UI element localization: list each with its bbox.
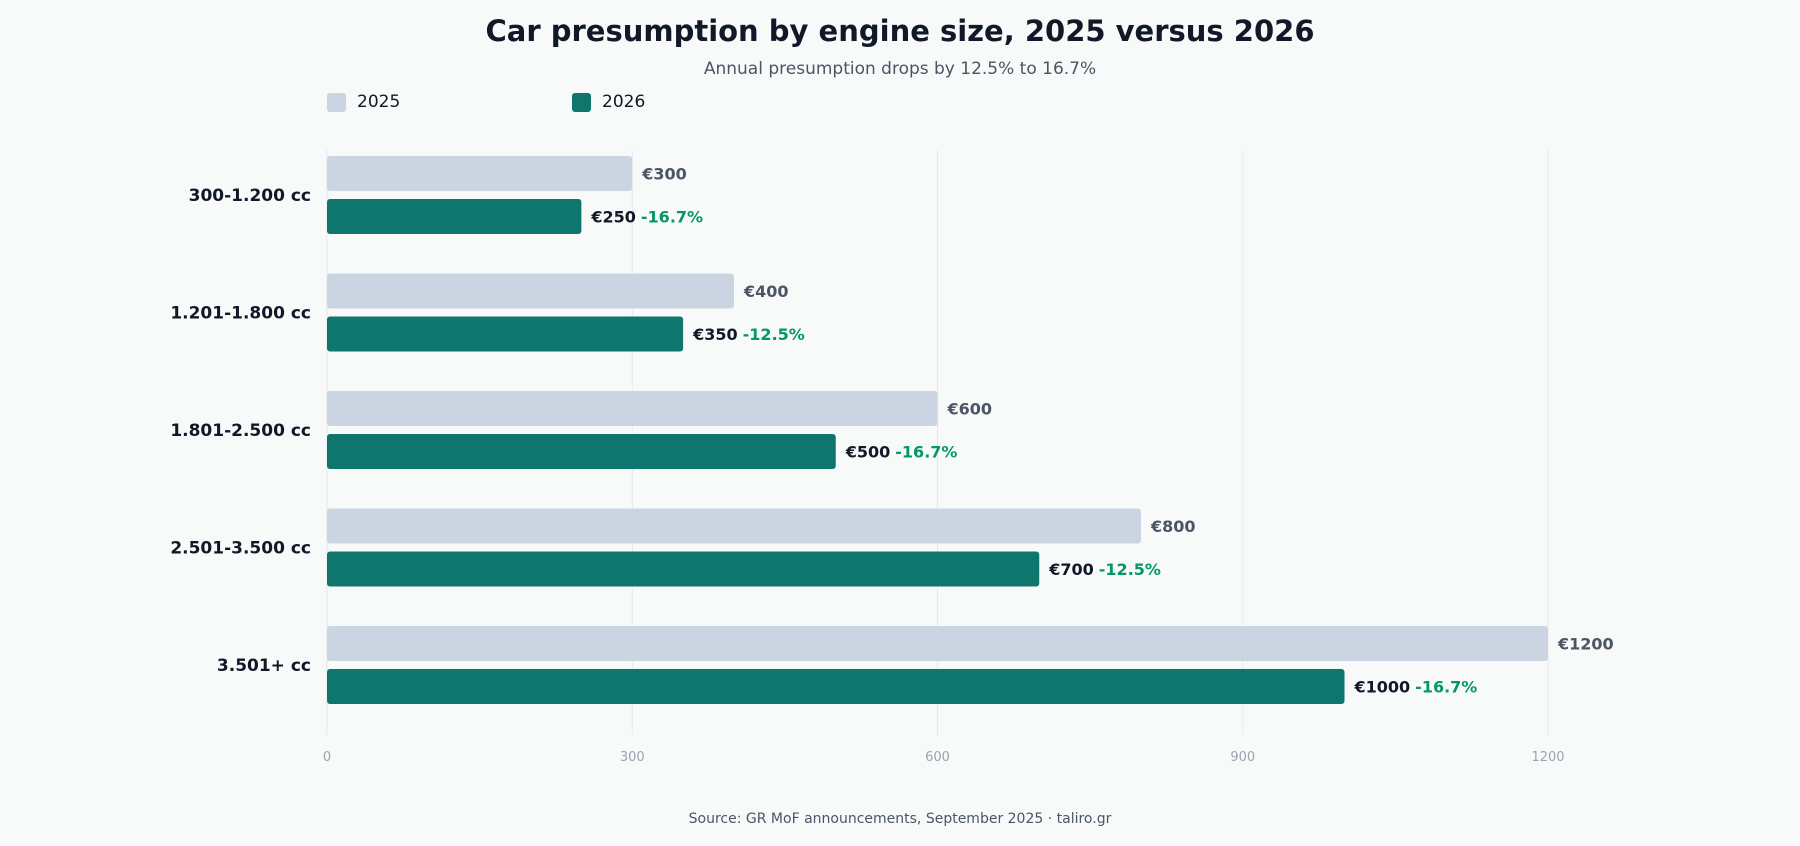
x-tick-label-0: 0: [323, 750, 331, 765]
x-tick-label-900: 900: [1230, 750, 1255, 765]
bar-2025-cat-4: [327, 508, 1141, 544]
legend-item-2025: 2025: [327, 92, 400, 112]
bar-2026-cat-2: [327, 316, 684, 352]
value-label-2026-cat-5: €1000: [1354, 678, 1411, 697]
chart-source: Source: GR MoF announcements, September …: [688, 811, 1112, 827]
x-tick-label-600: 600: [925, 750, 950, 765]
legend-swatch-2025: [327, 92, 346, 112]
value-label-2025-cat-5: €1200: [1557, 635, 1614, 654]
legend-label-2026: 2026: [602, 92, 646, 112]
bar-2025-cat-1: [327, 156, 633, 191]
category-label-cat-5: 3.501+ cc: [217, 656, 311, 676]
value-label-2025-cat-4: €800: [1150, 517, 1196, 536]
bar-2025-cat-5: [327, 626, 1548, 661]
change-label-cat-3: -16.7%: [895, 443, 957, 462]
change-label-cat-4: -12.5%: [1099, 560, 1161, 579]
bar-2025-cat-3: [327, 391, 938, 426]
value-label-2025-cat-1: €300: [641, 165, 687, 184]
bar-2026-cat-1: [327, 199, 582, 234]
chart-title: Car presumption by engine size, 2025 ver…: [485, 14, 1315, 48]
chart-subtitle: Annual presumption drops by 12.5% to 16.…: [703, 59, 1097, 79]
x-tick-label-1200: 1200: [1531, 750, 1564, 765]
category-label-cat-1: 300-1.200 cc: [189, 186, 311, 206]
value-label-2026-cat-1: €250: [590, 208, 636, 227]
change-label-cat-1: -16.7%: [641, 208, 703, 227]
category-label-cat-4: 2.501-3.500 cc: [170, 539, 311, 559]
value-label-2025-cat-3: €600: [947, 400, 993, 419]
legend-item-2026: 2026: [572, 92, 645, 112]
change-label-cat-2: -12.5%: [743, 325, 805, 344]
legend-swatch-2026: [572, 92, 591, 112]
bar-2026-cat-4: [327, 551, 1040, 587]
value-label-2025-cat-2: €400: [743, 282, 789, 301]
legend-label-2025: 2025: [357, 92, 401, 112]
change-label-cat-5: -16.7%: [1415, 678, 1477, 697]
value-label-2026-cat-4: €700: [1048, 560, 1094, 579]
bar-2025-cat-2: [327, 273, 734, 309]
category-label-cat-3: 1.801-2.500 cc: [170, 421, 311, 441]
category-label-cat-2: 1.201-1.800 cc: [170, 304, 311, 324]
bar-2026-cat-5: [327, 669, 1345, 704]
value-label-2026-cat-3: €500: [845, 443, 891, 462]
value-label-2026-cat-2: €350: [692, 325, 738, 344]
x-tick-label-300: 300: [620, 750, 645, 765]
bar-2026-cat-3: [327, 434, 836, 469]
